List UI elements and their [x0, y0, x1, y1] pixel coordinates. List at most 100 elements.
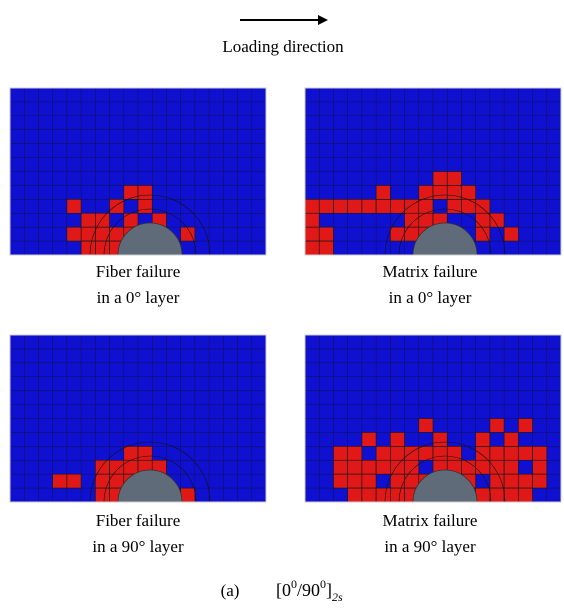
failed-element	[390, 227, 404, 241]
failed-element	[390, 474, 404, 488]
failed-element	[390, 432, 404, 446]
failed-element	[405, 446, 419, 460]
failed-element	[433, 185, 447, 199]
failed-element	[124, 460, 138, 474]
failed-element	[433, 446, 447, 460]
failed-element	[319, 199, 333, 213]
failed-element	[390, 460, 404, 474]
failed-element	[533, 446, 547, 460]
failed-element	[376, 488, 390, 502]
layup-part: [0	[276, 580, 291, 600]
layup-sub: 2s	[332, 590, 343, 604]
failed-element	[362, 488, 376, 502]
failed-element	[124, 185, 138, 199]
failed-element	[504, 474, 518, 488]
failed-element	[504, 460, 518, 474]
failed-element	[376, 185, 390, 199]
layup-part: /90	[297, 580, 320, 600]
panel-caption: in a 0° layer	[97, 288, 180, 307]
failed-element	[376, 446, 390, 460]
figure: Loading direction Fiber failure in a 0° …	[0, 0, 564, 612]
failed-element	[138, 185, 152, 199]
failed-element	[490, 474, 504, 488]
failed-element	[95, 474, 109, 488]
failed-element	[333, 199, 347, 213]
mesh-panel	[10, 335, 266, 502]
failed-element	[362, 474, 376, 488]
failed-element	[81, 227, 95, 241]
failed-element	[433, 172, 447, 186]
failed-element	[138, 446, 152, 460]
failed-element	[419, 213, 433, 227]
failed-element	[110, 199, 124, 213]
loading-label: Loading direction	[222, 37, 344, 56]
failed-element	[476, 199, 490, 213]
failed-element	[533, 474, 547, 488]
failed-element	[461, 199, 475, 213]
failed-element	[81, 241, 95, 255]
failed-element	[333, 460, 347, 474]
failed-element	[181, 488, 195, 502]
failed-element	[95, 213, 109, 227]
failed-element	[476, 227, 490, 241]
panels	[10, 88, 561, 502]
failed-element	[333, 446, 347, 460]
failed-element	[504, 446, 518, 460]
failed-element	[348, 446, 362, 460]
failed-element	[390, 488, 404, 502]
failed-element	[348, 474, 362, 488]
failed-element	[362, 460, 376, 474]
failed-element	[433, 432, 447, 446]
failed-element	[490, 488, 504, 502]
failed-element	[181, 227, 195, 241]
failed-element	[461, 185, 475, 199]
failed-element	[405, 460, 419, 474]
failed-element	[476, 460, 490, 474]
failed-element	[138, 199, 152, 213]
failed-element	[490, 419, 504, 433]
failed-element	[305, 227, 319, 241]
panel-caption: in a 90° layer	[384, 537, 476, 556]
failed-element	[476, 446, 490, 460]
panel-caption: Matrix failure	[383, 262, 478, 281]
failed-element	[476, 488, 490, 502]
failed-element	[67, 227, 81, 241]
mesh-panel	[305, 88, 561, 255]
failed-element	[376, 199, 390, 213]
failed-element	[305, 213, 319, 227]
failed-element	[95, 460, 109, 474]
failed-element	[81, 213, 95, 227]
panel-caption: Matrix failure	[383, 511, 478, 530]
failed-element	[518, 446, 532, 460]
failed-element	[405, 213, 419, 227]
failed-element	[305, 199, 319, 213]
mesh-panel	[305, 335, 561, 502]
panel-caption: in a 0° layer	[389, 288, 472, 307]
failed-element	[490, 446, 504, 460]
failed-element	[110, 460, 124, 474]
failed-element	[348, 199, 362, 213]
failed-element	[362, 432, 376, 446]
failed-element	[67, 474, 81, 488]
failed-element	[504, 227, 518, 241]
failed-element	[95, 241, 109, 255]
failed-element	[518, 488, 532, 502]
failed-element	[67, 199, 81, 213]
failed-element	[124, 213, 138, 227]
failed-element	[476, 432, 490, 446]
failed-element	[504, 488, 518, 502]
failed-element	[518, 419, 532, 433]
failed-element	[53, 474, 67, 488]
failed-element	[447, 185, 461, 199]
mesh-panel	[10, 88, 266, 255]
failed-element	[362, 199, 376, 213]
failed-element	[419, 419, 433, 433]
failed-element	[504, 432, 518, 446]
failed-element	[319, 227, 333, 241]
failed-element	[476, 213, 490, 227]
failed-element	[319, 241, 333, 255]
failed-element	[518, 474, 532, 488]
failed-element	[95, 227, 109, 241]
failed-element	[390, 446, 404, 460]
failed-element	[348, 460, 362, 474]
